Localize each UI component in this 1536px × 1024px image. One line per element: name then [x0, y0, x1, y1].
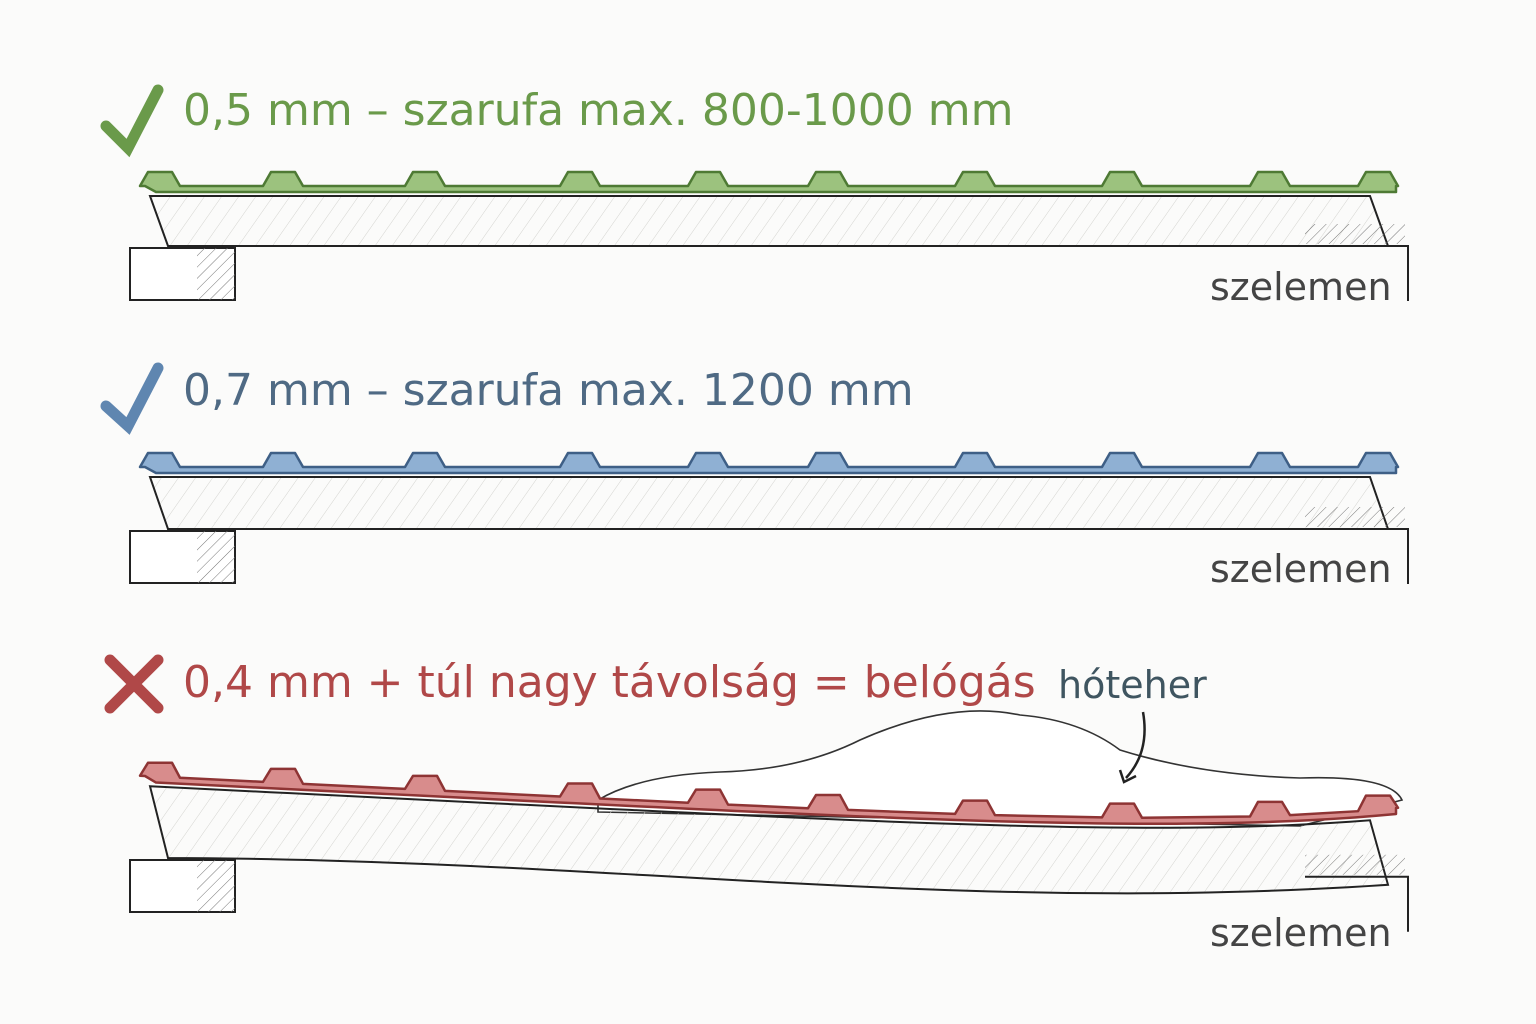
- arrow: [1125, 711, 1146, 779]
- panel-label: 0,5 mm – szarufa max. 800-1000 mm: [183, 85, 1013, 136]
- support-label: szelemen: [1210, 911, 1392, 955]
- purlin-shade: [1305, 854, 1405, 875]
- support-label: szelemen: [1210, 265, 1392, 309]
- purlin-shade: [197, 860, 235, 912]
- rafter: [148, 195, 1390, 247]
- purlin-shade: [1305, 224, 1405, 244]
- purlin: [1305, 245, 1409, 301]
- purlin-shade: [1305, 507, 1405, 527]
- arrow-head: [1118, 769, 1137, 784]
- purlin: [1305, 875, 1409, 932]
- purlin-shade: [197, 531, 235, 583]
- trapezoid-sheet: [138, 761, 1400, 825]
- snow-load: [597, 710, 1404, 827]
- cross-icon: [104, 654, 164, 714]
- panel-label: 0,4 mm + túl nagy távolság = belógás: [183, 657, 1036, 708]
- panel-label: 0,7 mm – szarufa max. 1200 mm: [183, 365, 914, 416]
- purlin-shade: [197, 248, 235, 300]
- rafter: [148, 785, 1390, 895]
- rafter: [148, 476, 1390, 530]
- trapezoid-sheet: [138, 451, 1400, 475]
- purlin: [1305, 528, 1409, 584]
- trapezoid-sheet: [138, 170, 1400, 194]
- check-icon: [100, 84, 164, 158]
- support-label: szelemen: [1210, 547, 1392, 591]
- snow-label: hóteher: [1058, 663, 1207, 707]
- check-icon: [100, 362, 164, 435]
